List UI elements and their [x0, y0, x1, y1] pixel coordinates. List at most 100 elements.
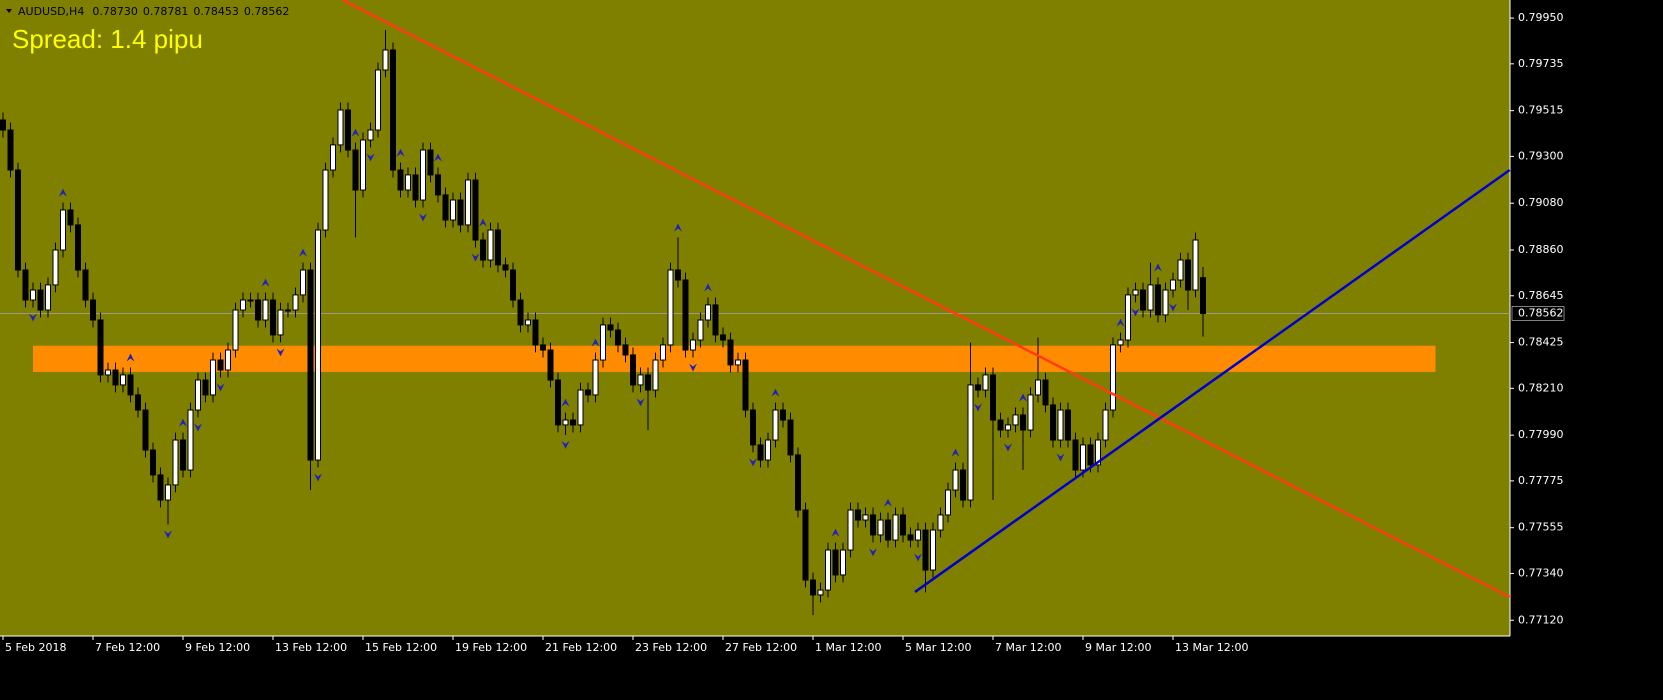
candle-body [697, 319, 704, 341]
candle-body [562, 419, 569, 426]
candle-body [472, 179, 479, 241]
candle-body [915, 529, 921, 541]
candle-body [1117, 339, 1124, 346]
y-tick-label: 0.77340 [1518, 566, 1564, 579]
candle-body [405, 174, 411, 191]
candle-body [600, 324, 606, 361]
candle-body [135, 394, 141, 411]
y-tick-label: 0.78425 [1518, 336, 1564, 349]
fractal-up [951, 448, 960, 457]
fractal-up [299, 248, 307, 257]
candle-body [1035, 379, 1041, 396]
candle-body [427, 149, 434, 176]
fractal-down [869, 548, 877, 557]
candle-body [615, 329, 621, 346]
x-tick-label: 23 Feb 12:00 [635, 641, 707, 654]
candle-body [142, 409, 149, 451]
candle-body [900, 514, 906, 536]
candle-body [105, 369, 111, 376]
candle-body [1192, 239, 1199, 291]
candle-body [1110, 344, 1116, 411]
y-tick-label: 0.79735 [1518, 57, 1564, 70]
fractal-up [831, 528, 840, 537]
candle-body [780, 409, 786, 421]
candle-body [660, 344, 666, 361]
fractal-down [471, 253, 480, 262]
candle-body [457, 199, 464, 226]
fractal-up [771, 388, 780, 397]
candle-body [345, 109, 351, 151]
candle-body [15, 169, 21, 271]
y-tick-label: 0.78860 [1518, 243, 1564, 256]
fractal-up [561, 398, 570, 407]
candle-body [832, 549, 839, 576]
fractal-up [261, 278, 270, 287]
candle-body [307, 269, 314, 461]
candle-body [285, 309, 291, 312]
candle-body [532, 319, 539, 346]
candle-body [277, 309, 284, 336]
x-tick-label: 5 Mar 12:00 [905, 641, 971, 654]
candle-body [930, 529, 936, 571]
fractal-down [1004, 443, 1012, 452]
candle-body [1020, 414, 1026, 431]
candle-body [817, 589, 824, 596]
candle-body [622, 344, 629, 356]
fractal-up [479, 218, 487, 227]
info-low: 0.78453 [193, 5, 239, 18]
candle-body [315, 229, 321, 461]
candle-body [1027, 394, 1034, 431]
y-tick-label: 0.79515 [1518, 104, 1564, 117]
candle-body [292, 294, 299, 311]
fractal-up [1116, 318, 1125, 327]
fractal-up [1154, 263, 1162, 272]
candle-body [1200, 277, 1206, 314]
candle-body [97, 319, 104, 376]
x-tick-label: 27 Feb 12:00 [725, 641, 797, 654]
price-tag-label: 0.78562 [1518, 306, 1564, 319]
fractal-down [689, 363, 697, 372]
candle-body [352, 149, 359, 191]
candle-body [82, 269, 89, 301]
fractal-down [366, 153, 375, 162]
candle-body [397, 169, 404, 191]
x-tick-label: 9 Feb 12:00 [185, 641, 250, 654]
candle-body [390, 49, 396, 171]
fractal-down [1169, 303, 1177, 312]
candle-body [735, 359, 741, 366]
candle-body [1042, 379, 1049, 406]
x-tick-label: 7 Mar 12:00 [995, 641, 1061, 654]
candle-body [960, 469, 966, 501]
candle-body [570, 419, 576, 426]
candle-body [465, 179, 471, 226]
candle-body [30, 289, 36, 301]
candle-body [127, 374, 134, 396]
candle-body [802, 509, 809, 581]
candle-body [592, 359, 599, 396]
candle-body [172, 439, 179, 486]
fractal-down [419, 213, 427, 222]
y-tick-label: 0.77555 [1518, 521, 1564, 534]
plot-area [0, 0, 1510, 636]
fractal-up [704, 283, 712, 292]
candle-body [120, 374, 126, 386]
candle-body [1095, 439, 1101, 466]
candle-body [877, 519, 884, 536]
info-high: 0.78781 [143, 5, 189, 18]
candle-body [825, 549, 831, 591]
x-tick-label: 13 Mar 12:00 [1175, 641, 1248, 654]
candle-body [210, 359, 216, 396]
fractal-up [674, 223, 682, 232]
candle-body [337, 109, 344, 146]
candle-body [45, 284, 51, 311]
candle-body [510, 269, 516, 301]
x-tick-label: 1 Mar 12:00 [815, 641, 881, 654]
candle-body [300, 269, 306, 296]
candle-body [750, 409, 756, 446]
candle-body [667, 269, 674, 346]
candle-body [742, 359, 749, 411]
y-tick-label: 0.79300 [1518, 149, 1564, 162]
fractal-down [636, 398, 645, 407]
candle-body [37, 289, 44, 311]
